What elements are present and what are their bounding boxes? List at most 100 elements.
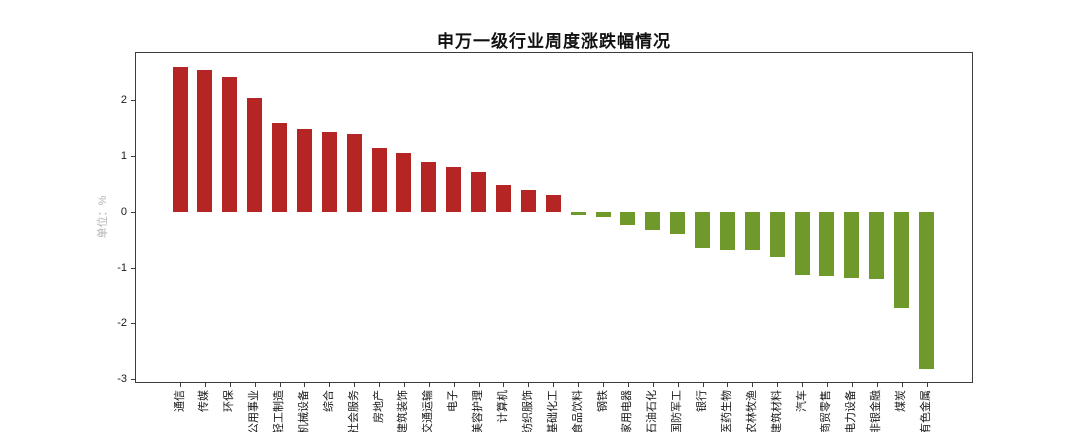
x-tick-label: 社会服务 — [347, 390, 360, 432]
x-tick-mark — [802, 383, 804, 387]
bar — [894, 211, 910, 308]
x-tick-label: 有色金属 — [920, 390, 932, 432]
x-tick-label: 建筑材料 — [770, 390, 783, 432]
x-tick-mark — [901, 383, 903, 387]
bar — [695, 211, 711, 248]
y-tick-label: -3 — [117, 373, 127, 386]
chart-title: 申万一级行业周度涨跌幅情况 — [437, 32, 671, 51]
y-tick-mark — [131, 323, 135, 325]
x-tick-mark — [752, 383, 754, 387]
x-tick-mark — [727, 383, 729, 387]
x-tick-mark — [603, 383, 605, 387]
x-tick-label: 建筑装饰 — [397, 390, 410, 432]
x-tick-mark — [553, 383, 555, 387]
x-tick-mark — [229, 383, 231, 387]
x-tick-label: 环保 — [223, 390, 236, 412]
bar — [296, 128, 312, 212]
x-tick-label: 汽车 — [795, 390, 808, 412]
bar — [794, 211, 810, 275]
x-tick-mark — [627, 383, 629, 387]
x-tick-mark — [478, 383, 480, 387]
x-tick-mark — [254, 383, 256, 387]
bar — [869, 211, 885, 280]
y-tick-mark — [131, 100, 135, 102]
x-tick-mark — [926, 383, 928, 387]
bar — [471, 171, 487, 212]
x-tick-mark — [403, 383, 405, 387]
bar — [321, 132, 337, 212]
bar — [172, 67, 188, 212]
x-tick-mark — [428, 383, 430, 387]
x-tick-label: 房地产 — [372, 390, 385, 423]
x-tick-mark — [180, 383, 181, 387]
x-tick-mark — [204, 383, 206, 387]
bar — [545, 195, 561, 212]
y-tick-label: -2 — [117, 317, 127, 330]
x-tick-label: 商贸零售 — [820, 390, 833, 432]
x-tick-label: 通信 — [173, 390, 186, 412]
bar — [744, 211, 760, 250]
x-tick-mark — [578, 383, 580, 387]
y-tick-label: 1 — [120, 150, 127, 163]
x-tick-mark — [528, 383, 530, 387]
bar — [570, 211, 586, 216]
x-tick-mark — [503, 383, 505, 387]
y-tick-mark — [131, 379, 135, 381]
x-tick-label: 纺织服饰 — [521, 390, 534, 432]
x-tick-mark — [702, 383, 704, 387]
x-tick-label: 家用电器 — [621, 390, 634, 432]
bar — [620, 211, 636, 226]
x-tick-label: 传媒 — [198, 390, 211, 412]
x-tick-label: 医药生物 — [720, 390, 733, 432]
x-tick-label: 电子 — [447, 390, 460, 412]
x-tick-mark — [279, 383, 281, 387]
x-tick-mark — [851, 383, 853, 387]
x-tick-mark — [677, 383, 679, 387]
x-tick-label: 计算机 — [496, 390, 509, 423]
y-tick-mark — [131, 211, 135, 213]
bar — [769, 211, 785, 257]
bar — [919, 211, 934, 369]
x-tick-label: 综合 — [322, 390, 335, 412]
bar — [247, 98, 263, 212]
x-tick-label: 美容护理 — [472, 390, 485, 432]
x-tick-label: 钢铁 — [596, 390, 609, 412]
bar — [670, 211, 686, 235]
x-tick-label: 食品饮料 — [571, 390, 584, 432]
x-tick-mark — [777, 383, 779, 387]
x-tick-mark — [354, 383, 356, 387]
x-tick-label: 交通运输 — [422, 390, 435, 432]
bar — [272, 122, 288, 212]
x-tick-mark — [876, 383, 878, 387]
bar — [197, 70, 213, 212]
x-tick-label: 基础化工 — [546, 390, 559, 432]
x-tick-label: 轻工制造 — [273, 390, 286, 432]
bar — [222, 77, 238, 212]
bar — [520, 189, 536, 212]
x-tick-mark — [304, 383, 306, 387]
x-tick-mark — [453, 383, 455, 387]
bar — [595, 211, 611, 218]
x-tick-label: 机械设备 — [297, 390, 310, 432]
bar — [396, 152, 412, 212]
x-tick-label: 银行 — [696, 390, 709, 412]
bar — [645, 211, 661, 230]
y-tick-label: -1 — [117, 261, 127, 274]
x-tick-mark — [379, 383, 381, 387]
x-tick-mark — [826, 383, 828, 387]
x-tick-mark — [652, 383, 654, 387]
y-tick-mark — [131, 267, 135, 269]
bar — [346, 133, 362, 212]
y-tick-label: 0 — [120, 205, 127, 218]
y-tick-mark — [131, 156, 135, 158]
y-tick-label: 2 — [120, 94, 127, 107]
x-tick-mark — [329, 383, 331, 387]
bar — [719, 211, 735, 250]
x-tick-label: 石油石化 — [646, 390, 659, 432]
bar — [495, 185, 511, 212]
x-tick-label: 非银金融 — [870, 390, 883, 432]
x-tick-label: 公用事业 — [248, 390, 261, 432]
x-tick-label: 国防军工 — [671, 390, 684, 432]
bar — [819, 211, 835, 276]
